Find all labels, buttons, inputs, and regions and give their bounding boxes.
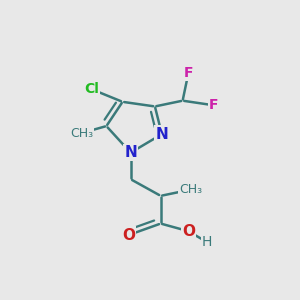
- Text: Cl: Cl: [84, 82, 99, 96]
- Text: H: H: [202, 235, 212, 249]
- Text: F: F: [209, 98, 219, 112]
- Text: N: N: [155, 127, 168, 142]
- Text: O: O: [122, 228, 135, 243]
- Text: CH₃: CH₃: [70, 127, 93, 140]
- Text: O: O: [182, 224, 195, 239]
- Text: F: F: [184, 66, 193, 80]
- Text: N: N: [124, 145, 137, 160]
- Text: CH₃: CH₃: [179, 183, 202, 196]
